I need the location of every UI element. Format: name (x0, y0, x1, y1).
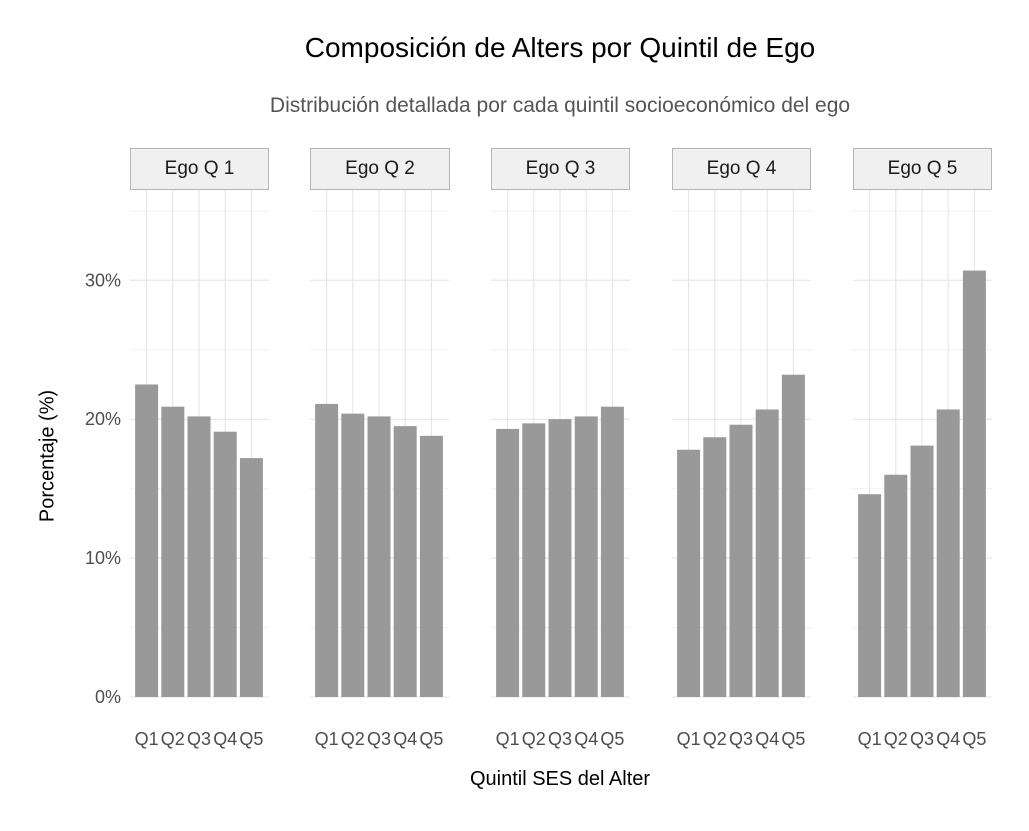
x-tick-label: Q4 (755, 729, 779, 749)
y-tick-label: 30% (85, 270, 121, 290)
x-tick-label: Q5 (239, 729, 263, 749)
x-tick-label: Q3 (910, 729, 934, 749)
bar-egoq3-q1 (496, 428, 520, 697)
x-tick-label: Q4 (574, 729, 598, 749)
facet-strip-ego-q1: Ego Q 1 (130, 148, 269, 190)
bar-egoq1-q4 (213, 431, 237, 697)
x-tick-label: Q1 (677, 729, 701, 749)
facet-strip-ego-q3: Ego Q 3 (491, 148, 630, 190)
bar-egoq1-q2 (161, 406, 185, 697)
bar-egoq5-q4 (936, 409, 960, 697)
facet-strip-ego-q4: Ego Q 4 (672, 148, 811, 190)
bar-egoq5-q1 (858, 494, 882, 697)
bar-egoq1-q5 (239, 458, 263, 697)
bar-egoq4-q4 (755, 409, 779, 697)
x-tick-label: Q1 (315, 729, 339, 749)
bar-egoq4-q1 (677, 449, 701, 697)
bar-egoq2-q2 (341, 413, 365, 697)
bar-egoq2-q3 (367, 416, 391, 697)
x-tick-label: Q5 (419, 729, 443, 749)
y-tick-label: 0% (95, 687, 121, 707)
x-tick-label: Q4 (936, 729, 960, 749)
bar-egoq2-q5 (419, 435, 443, 697)
bar-egoq1-q1 (135, 384, 159, 697)
x-axis-label: Quintil SES del Alter (469, 768, 651, 790)
bar-egoq5-q5 (962, 270, 986, 697)
x-tick-label: Q1 (135, 729, 159, 749)
x-tick-label: Q2 (341, 729, 365, 749)
x-tick-label: Q3 (187, 729, 211, 749)
bar-egoq3-q5 (600, 406, 624, 697)
bar-egoq4-q3 (729, 424, 753, 697)
bar-egoq3-q4 (574, 416, 598, 697)
bar-egoq2-q4 (393, 426, 417, 697)
x-tick-label: Q2 (161, 729, 185, 749)
x-tick-label: Q3 (548, 729, 572, 749)
x-tick-label: Q5 (962, 729, 986, 749)
x-tick-label: Q1 (858, 729, 882, 749)
x-tick-label: Q4 (213, 729, 237, 749)
chart-title: Composición de Alters por Quintil de Ego (304, 32, 816, 63)
x-tick-label: Q5 (781, 729, 805, 749)
bar-egoq5-q3 (910, 445, 934, 697)
chart-subtitle: Distribución detallada por cada quintil … (269, 94, 851, 117)
bar-egoq4-q5 (781, 374, 805, 697)
x-tick-label: Q5 (600, 729, 624, 749)
x-tick-label: Q2 (522, 729, 546, 749)
y-tick-label: 10% (85, 548, 121, 568)
y-tick-label: 20% (85, 409, 121, 429)
bar-egoq2-q1 (315, 403, 339, 697)
bar-egoq3-q2 (522, 423, 546, 697)
x-tick-label: Q3 (367, 729, 391, 749)
bar-egoq5-q2 (884, 474, 908, 697)
facet-strip-ego-q2: Ego Q 2 (310, 148, 450, 190)
bar-egoq1-q3 (187, 416, 211, 697)
x-tick-label: Q1 (496, 729, 520, 749)
bar-egoq4-q2 (703, 437, 727, 697)
x-tick-label: Q3 (729, 729, 753, 749)
facet-strip-ego-q5: Ego Q 5 (853, 148, 992, 190)
x-tick-label: Q2 (884, 729, 908, 749)
bar-egoq3-q3 (548, 419, 572, 697)
x-tick-label: Q4 (393, 729, 417, 749)
x-tick-label: Q2 (703, 729, 727, 749)
